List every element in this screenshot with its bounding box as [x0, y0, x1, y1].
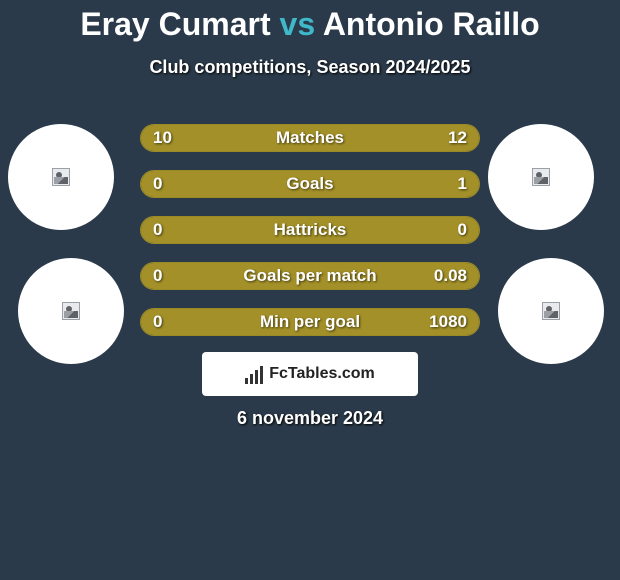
stat-row: 00Hattricks [140, 216, 480, 244]
broken-image-icon [62, 302, 80, 320]
player1-name: Eray Cumart [80, 6, 270, 42]
chart-icon [245, 364, 263, 384]
player1-avatar-bottom [18, 258, 124, 364]
fctables-logo: FcTables.com [202, 352, 418, 396]
vs-text: vs [280, 6, 316, 42]
footer-date: 6 november 2024 [0, 408, 620, 429]
broken-image-icon [532, 168, 550, 186]
stat-label: Matches [141, 128, 479, 148]
player2-name: Antonio Raillo [323, 6, 540, 42]
stat-row: 01080Min per goal [140, 308, 480, 336]
broken-image-icon [52, 168, 70, 186]
stat-label: Goals per match [141, 266, 479, 286]
stat-row: 01Goals [140, 170, 480, 198]
player2-avatar-top [488, 124, 594, 230]
subtitle: Club competitions, Season 2024/2025 [0, 57, 620, 78]
stat-label: Hattricks [141, 220, 479, 240]
broken-image-icon [542, 302, 560, 320]
stat-label: Min per goal [141, 312, 479, 332]
stats-bars: 1012Matches 01Goals 00Hattricks 00.08Goals … [140, 124, 480, 354]
stat-row: 00.08Goals per match [140, 262, 480, 290]
logo-text: FcTables.com [269, 365, 375, 383]
player2-avatar-bottom [498, 258, 604, 364]
page-title: Eray Cumart vs Antonio Raillo [0, 0, 620, 43]
stat-label: Goals [141, 174, 479, 194]
stat-row: 1012Matches [140, 124, 480, 152]
player1-avatar-top [8, 124, 114, 230]
